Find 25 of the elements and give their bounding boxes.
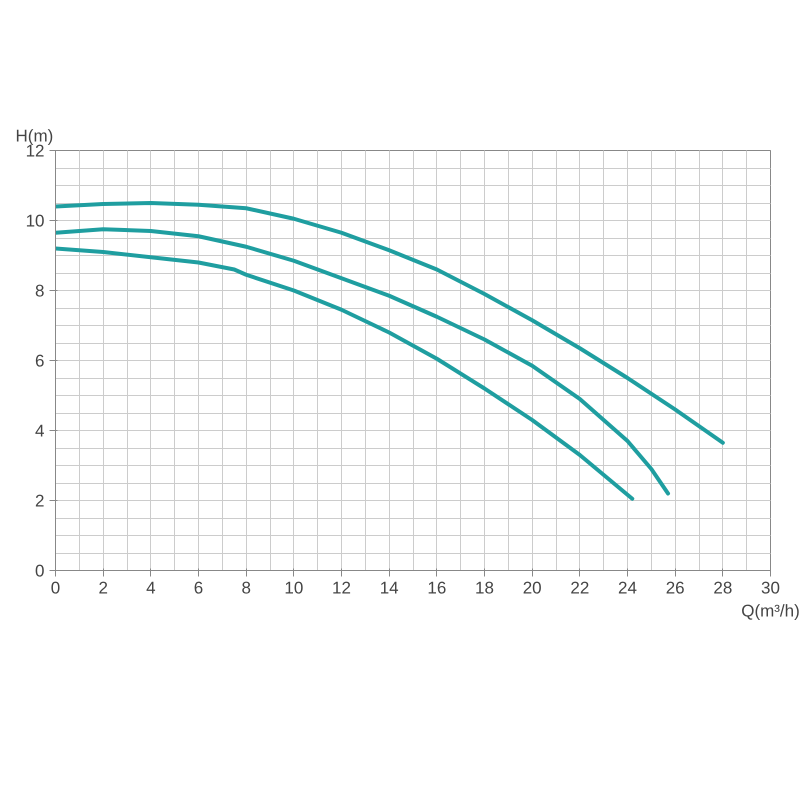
x-tick-label: 30 <box>761 578 780 598</box>
y-axis-title: H(m) <box>16 126 54 146</box>
y-tick-label: 10 <box>26 212 45 230</box>
y-tick-label: 2 <box>35 492 45 510</box>
y-tick-label: 8 <box>35 282 45 300</box>
x-tick-label: 28 <box>713 578 732 598</box>
x-tick-label: 20 <box>522 578 542 598</box>
y-tick-label: 4 <box>35 422 45 440</box>
x-tick-label: 6 <box>194 578 204 598</box>
x-axis-title: Q(m³/h) <box>741 602 800 620</box>
x-tick-label: 14 <box>380 578 399 598</box>
x-tick-label: 16 <box>427 578 446 598</box>
x-tick-label: 8 <box>241 578 251 598</box>
x-tick-label: 12 <box>332 578 351 598</box>
x-tick-label: 0 <box>50 578 60 598</box>
x-tick-label: 18 <box>475 578 494 598</box>
x-tick-label: 4 <box>146 578 156 598</box>
y-tick-label: 6 <box>35 352 45 370</box>
x-tick-label: 26 <box>666 578 685 598</box>
x-tick-label: 22 <box>570 578 590 598</box>
x-tick-label: 24 <box>618 578 637 598</box>
x-tick-label: 2 <box>98 578 108 598</box>
line-series <box>56 201 725 445</box>
y-tick-label: 0 <box>35 562 45 580</box>
x-tick-label: 10 <box>284 578 304 598</box>
